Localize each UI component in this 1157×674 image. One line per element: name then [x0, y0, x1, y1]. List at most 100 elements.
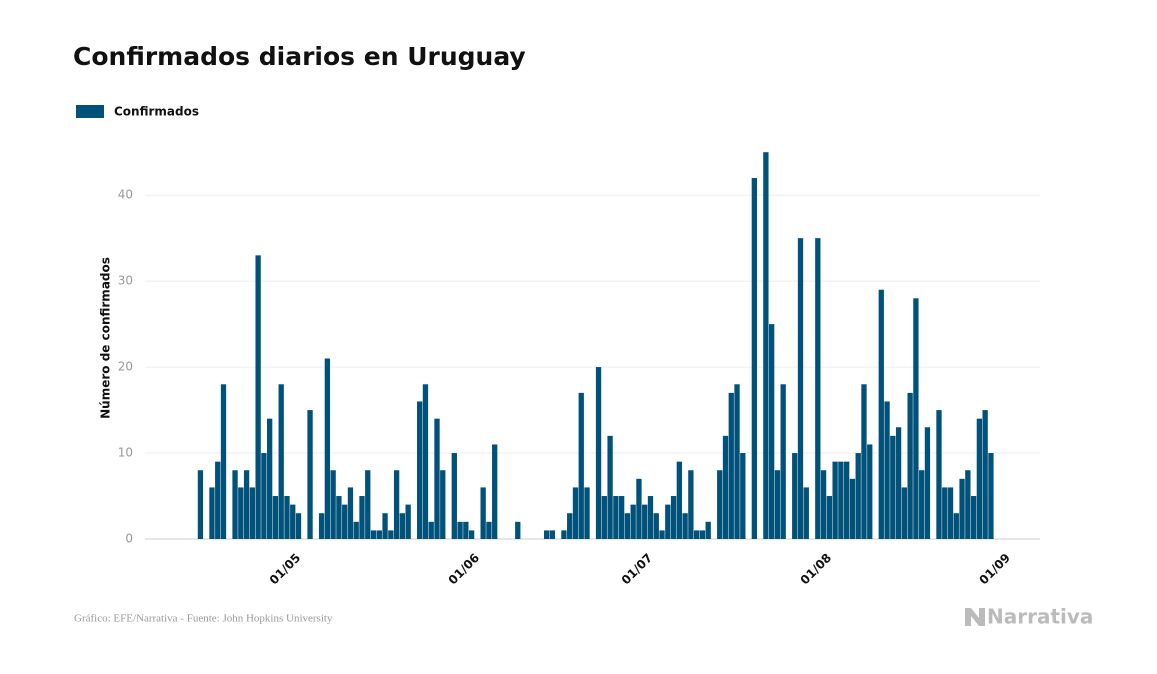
bar [284, 496, 290, 539]
bar [197, 470, 204, 539]
bar [855, 453, 861, 539]
bar [942, 487, 948, 539]
bar [867, 444, 873, 539]
bar [238, 487, 244, 539]
bar [947, 487, 954, 539]
bar [838, 461, 844, 539]
x-tick-label: 01/06 [446, 551, 483, 588]
bar [849, 478, 856, 539]
bar [982, 410, 988, 539]
bar [699, 530, 706, 539]
bar [342, 504, 348, 539]
bar [209, 487, 215, 539]
bar [792, 453, 798, 539]
legend-swatch [76, 105, 104, 118]
bar [659, 530, 665, 539]
bar [584, 487, 590, 539]
bar [561, 530, 567, 539]
bar [318, 513, 325, 539]
bar [924, 427, 931, 539]
bar [595, 367, 602, 539]
bar [567, 513, 573, 539]
bar [919, 470, 925, 539]
bar [290, 504, 296, 539]
bar [642, 504, 648, 539]
bar [243, 470, 250, 539]
bar [249, 487, 256, 539]
bar [647, 496, 654, 539]
brand: Narrativa [987, 605, 1093, 629]
bar [272, 496, 279, 539]
bar [832, 461, 838, 539]
bar [365, 470, 371, 539]
bar [970, 496, 977, 539]
x-tick-label: 01/07 [619, 551, 656, 588]
bar [388, 530, 394, 539]
x-tick-label: 01/08 [798, 551, 835, 588]
bar [734, 384, 740, 539]
bar [728, 392, 734, 539]
bar [965, 470, 971, 539]
bar [376, 530, 382, 539]
bar [440, 470, 446, 539]
bar [803, 487, 809, 539]
bar [844, 461, 850, 539]
bar [232, 470, 238, 539]
bar [428, 521, 434, 539]
bar [451, 453, 457, 539]
bar [601, 496, 607, 539]
bar [890, 435, 896, 539]
y-tick-label: 20 [118, 360, 133, 374]
bar [353, 521, 359, 539]
bar [434, 418, 440, 539]
bar [988, 453, 994, 539]
y-tick-label: 10 [118, 446, 133, 460]
source: Gráfico: EFE/Narrativa - Fuente: John Ho… [74, 613, 333, 625]
x-tick-label: 01/09 [976, 551, 1013, 588]
bar [399, 513, 406, 539]
bar [480, 487, 486, 539]
bar [936, 410, 942, 539]
bar [763, 152, 769, 540]
bar [324, 358, 331, 539]
bar [722, 435, 729, 539]
bar [901, 487, 908, 539]
bar [740, 453, 746, 539]
bar [665, 504, 671, 539]
bar [370, 530, 377, 539]
bar [895, 427, 902, 539]
y-tick-label: 40 [118, 188, 133, 202]
bar [976, 418, 983, 539]
bar [688, 470, 694, 539]
bar [549, 530, 556, 539]
bar [382, 513, 388, 539]
bar [295, 513, 302, 539]
bar [717, 470, 723, 539]
bar [607, 435, 613, 539]
bar [393, 470, 400, 539]
bar [486, 521, 492, 539]
bar [676, 461, 682, 539]
bar [492, 444, 498, 539]
bar [336, 496, 342, 539]
bar [705, 521, 711, 539]
y-tick-label: 30 [118, 274, 133, 288]
bar [907, 392, 913, 539]
chart-title: Confirmados diarios en Uruguay [73, 42, 526, 71]
bar [774, 470, 781, 539]
bar [572, 487, 579, 539]
bar [457, 521, 463, 539]
bar [347, 487, 354, 539]
bar [417, 401, 423, 539]
bar [682, 513, 688, 539]
bar [751, 177, 757, 539]
bar [953, 513, 959, 539]
bar [820, 470, 827, 539]
bar [670, 496, 677, 539]
bar [959, 478, 965, 539]
bar [255, 255, 261, 539]
bar [422, 384, 429, 539]
bar [878, 289, 884, 539]
bar [307, 410, 313, 539]
bar [215, 461, 221, 539]
